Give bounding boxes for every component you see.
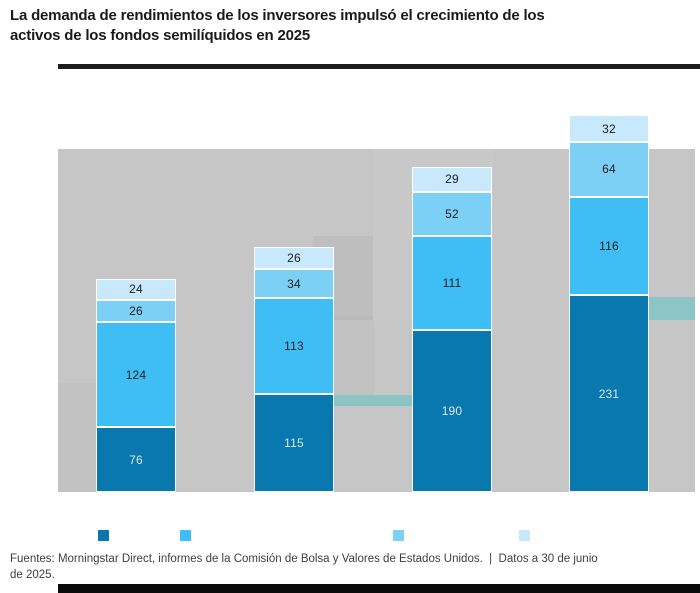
source-note: Fuentes: Morningstar Direct, informes de… [10,551,688,583]
bar-value-label: 29 [445,172,459,187]
bar-value-label: 124 [125,367,147,382]
source-note-line2: de 2025. [10,569,55,581]
bar-value-label: 52 [445,206,459,221]
bar-segment: 24 [96,279,176,300]
chart-title-line2: activos de los fondos semilíquidos en 20… [10,27,311,44]
bar-value-label: 24 [129,282,143,297]
teal-highlight-segment [334,395,412,406]
bar-value-label: 111 [442,276,462,291]
title-rule [58,64,700,69]
bar-value-label: 34 [287,276,301,291]
bar-segment: 190 [412,330,492,492]
footer-brand-bar [58,584,700,593]
bar-segment: 124 [96,321,176,428]
bar-segment: 113 [254,297,334,395]
chart-title-line1: La demanda de rendimientos de los invers… [10,7,545,24]
bar-segment: 115 [254,394,334,492]
legend-swatch [98,530,109,541]
bar-value-label: 113 [284,339,304,354]
bar-value-label: 76 [129,452,143,467]
legend-swatch [393,530,404,541]
chart-title: La demanda de rendimientos de los invers… [10,6,680,46]
source-note-line1: Fuentes: Morningstar Direct, informes de… [10,553,598,565]
bar-value-label: 26 [129,303,143,318]
bar-segment: 111 [412,235,492,331]
bar-segment: 26 [96,299,176,322]
bar-value-label: 116 [599,239,619,254]
bar-value-label: 115 [284,436,304,451]
bar-segment: 231 [569,295,649,492]
legend-swatch [519,530,530,541]
bar-segment: 29 [412,166,492,192]
bar-segment: 26 [254,246,334,270]
bar-value-label: 64 [602,162,616,177]
bar-value-label: 32 [602,121,616,136]
legend-swatch [180,530,191,541]
bar-value-label: 231 [598,386,620,401]
plot-area: 76 124 26 24 115 113 34 26 190 111 52 29 231 116 64 32 [58,115,695,492]
bar-segment: 76 [96,427,176,492]
bar-segment: 64 [569,142,649,197]
bar-value-label: 26 [287,250,301,265]
bar-value-label: 190 [441,404,463,419]
bar-segment: 116 [569,196,649,296]
bar-segment: 34 [254,269,334,298]
bar-segment: 32 [569,115,649,143]
bar-segment: 52 [412,191,492,236]
teal-highlight-segment [648,297,695,320]
